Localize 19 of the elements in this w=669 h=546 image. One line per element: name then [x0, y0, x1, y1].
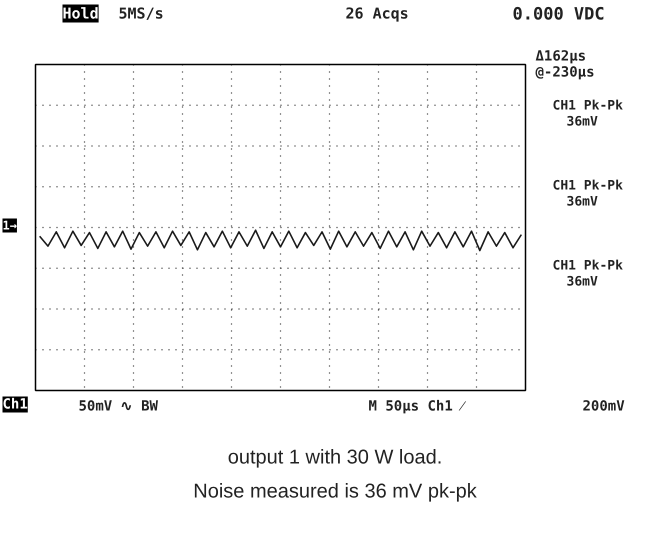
text: Hold	[62, 4, 99, 22]
text: 200mV	[582, 398, 626, 414]
text: M 50µs Ch1 ⁄	[368, 398, 466, 414]
text: 36mV	[566, 114, 598, 130]
text: CH1 Pk-Pk	[552, 178, 624, 194]
text: Δ162µs	[536, 48, 586, 64]
text: Ch1	[2, 396, 28, 412]
text: 26 Acqs	[346, 4, 409, 22]
text: CH1 Pk-Pk	[552, 98, 624, 114]
text: @-230µs	[536, 64, 595, 80]
text: 50mV ∿ BW	[78, 398, 158, 414]
text: 36mV	[566, 274, 598, 290]
text: output 1 with 30 W load.	[228, 446, 442, 468]
text: 0.000 VDC	[512, 4, 605, 24]
text: 1→	[2, 218, 17, 232]
text: CH1 Pk-Pk	[552, 258, 624, 274]
text: 5MS/s	[118, 4, 164, 22]
text: 36mV	[566, 194, 598, 210]
text: Noise measured is 36 mV pk-pk	[193, 480, 478, 502]
